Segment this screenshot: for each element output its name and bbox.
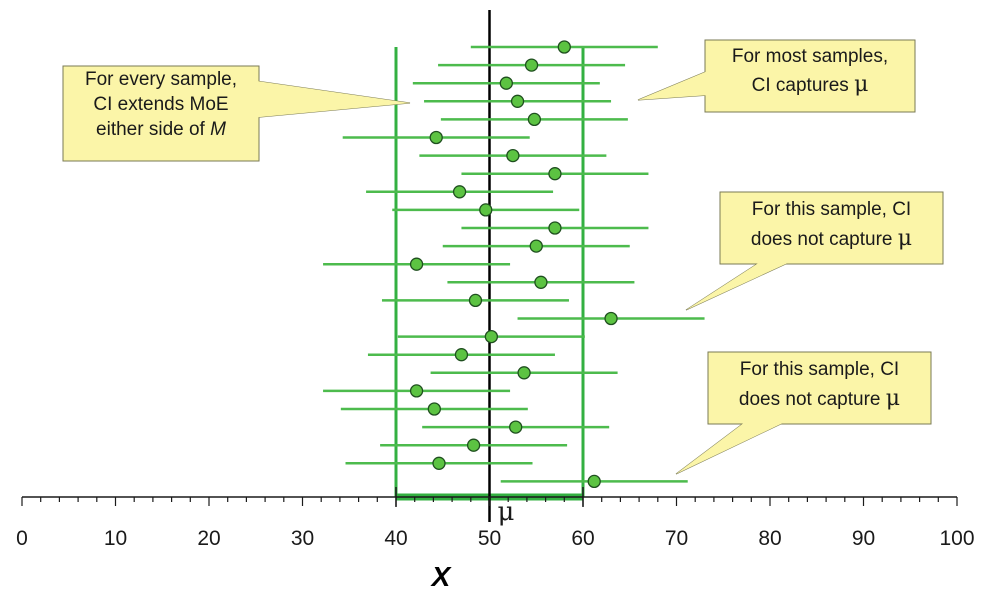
callout-pointer-fill (638, 70, 710, 100)
x-tick-label: 60 (571, 527, 594, 550)
callout-line-text: CI extends MoE (93, 94, 228, 115)
x-tick-label: 50 (478, 527, 501, 550)
sample-mean-dot (604, 311, 618, 326)
callout-mu-symbol: μ (898, 226, 912, 251)
callout-box (719, 191, 944, 265)
callout-pointer-fill (676, 422, 785, 474)
callout-box (707, 351, 932, 425)
callout-line-text: For every sample, (85, 69, 237, 90)
callout-miss-1: For this sample, CI does not capture μ (685, 191, 944, 311)
x-tick-label: 40 (384, 527, 407, 550)
callout-line-text: either side of (96, 119, 210, 140)
sample-mean-dot (529, 239, 543, 253)
sample-mean-dot (527, 112, 542, 127)
sample-mean-dot (524, 58, 539, 72)
callout-miss-2: For this sample, CI does not capture μ (675, 351, 932, 475)
callout-line-text: does not capture (751, 229, 898, 250)
mu-label: μ (498, 497, 515, 527)
callout-line-text: does not capture (739, 389, 886, 410)
callout-line-text: For most samples, (732, 46, 888, 67)
sample-mean-dot (587, 474, 601, 489)
callout-line-text: For this sample, CI (740, 359, 899, 380)
callout-line: For most samples, (732, 46, 888, 67)
sample-mean-dot (509, 420, 523, 434)
x-tick-label: 30 (291, 527, 314, 550)
x-tick-label: 0 (16, 527, 28, 550)
sample-mean-dot (468, 293, 483, 308)
sample-mean-dot (454, 348, 469, 362)
callout-line: For this sample, CI (740, 359, 899, 380)
x-tick-label: 100 (939, 527, 974, 550)
callout-mu-symbol: μ (854, 72, 868, 97)
x-tick-label: 90 (852, 527, 875, 550)
x-tick-label: 20 (197, 527, 220, 550)
x-tick-label: 10 (104, 527, 127, 550)
sample-mean-dot (409, 257, 424, 271)
sample-mean-dot (484, 329, 499, 344)
callout-line: either side of M (96, 119, 226, 140)
samples-group (323, 40, 705, 489)
sample-mean-dot (548, 167, 562, 181)
callout-line: CI captures μ (752, 72, 869, 97)
sample-mean-dot (499, 76, 513, 90)
callout-mu-symbol: μ (886, 386, 900, 411)
sample-mean-dot (432, 456, 446, 470)
callout-line-text: CI captures (752, 75, 854, 96)
callout-line: does not capture μ (739, 386, 900, 411)
sample-mean-dot (409, 384, 424, 398)
sample-mean-dot (557, 40, 571, 54)
callout-every-sample: For every sample, CI extends MoE either si… (62, 65, 411, 162)
sample-mean-dot (517, 366, 531, 380)
callout-box (704, 39, 916, 113)
sample-mean-dot (479, 203, 493, 217)
x-axis-label: X (430, 561, 453, 592)
callout-line: CI extends MoE (93, 94, 228, 115)
x-tick-label: 70 (665, 527, 688, 550)
callout-line: For this sample, CI (752, 199, 911, 220)
callout-box (62, 65, 260, 162)
sample-mean-dot (466, 438, 481, 452)
sample-mean-dot (510, 94, 525, 108)
callouts-group: For every sample, CI extends MoE either si… (62, 39, 944, 475)
sample-mean-dot (429, 130, 443, 145)
x-axis: 0 10 20 30 40 50 60 70 80 90 100 X (16, 496, 975, 592)
sample-mean-dot (534, 275, 548, 289)
sample-mean-dot (506, 148, 520, 163)
sample-mean-dot (427, 402, 441, 416)
callout-pointer-fill (686, 262, 790, 310)
callout-pointer-fill (250, 80, 410, 118)
mu-line-group: μ (488, 10, 515, 527)
callout-italic-symbol: M (210, 119, 226, 140)
callout-line: For every sample, (85, 69, 237, 90)
callout-line: does not capture μ (751, 226, 912, 251)
sample-mean-dot (452, 185, 467, 199)
x-tick-label: 80 (758, 527, 781, 550)
callout-line-text: For this sample, CI (752, 199, 911, 220)
sample-mean-dot (548, 221, 562, 235)
callout-most-samples: For most samples, CI captures μ (637, 39, 916, 113)
